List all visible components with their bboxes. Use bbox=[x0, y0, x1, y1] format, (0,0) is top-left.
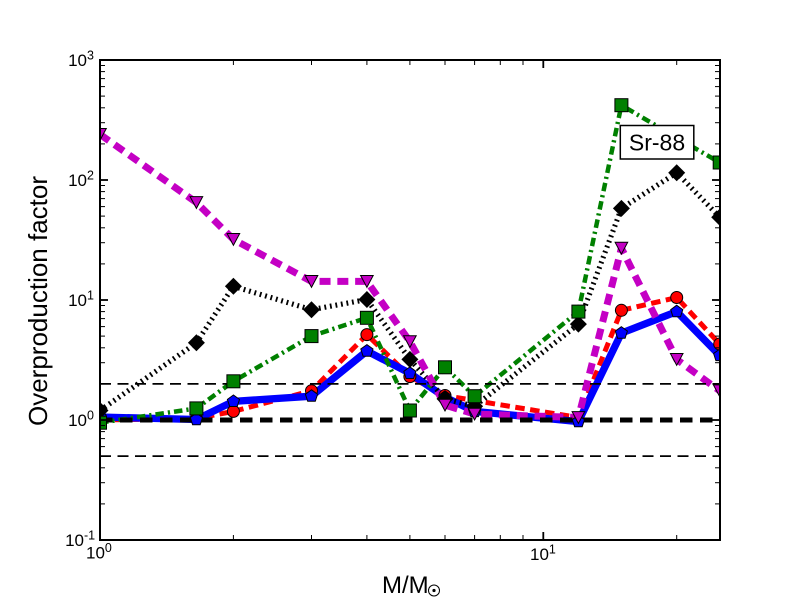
svg-text:Overproduction factor: Overproduction factor bbox=[23, 176, 53, 426]
svg-text:Sr-88: Sr-88 bbox=[629, 130, 685, 156]
svg-text:M/M: M/M bbox=[382, 572, 429, 599]
